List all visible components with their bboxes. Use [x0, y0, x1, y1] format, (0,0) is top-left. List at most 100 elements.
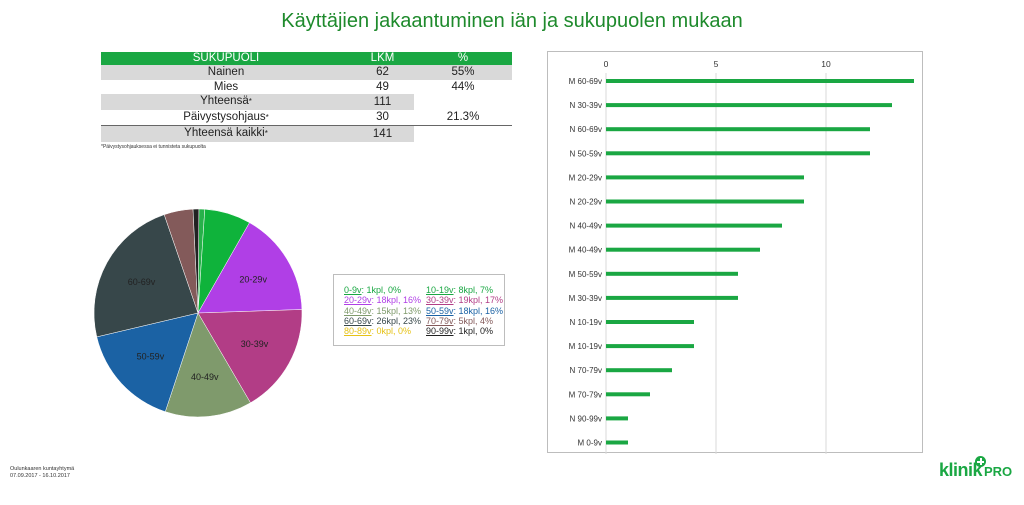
legend-item: 50-59v: 18kpl, 16% [426, 306, 506, 316]
pie-slice-90-99v [192, 208, 200, 314]
y-category-label: M 20-29v [569, 173, 602, 182]
legend-item: 80-89v: 0kpl, 0% [344, 326, 426, 336]
bar-N-10-19v [606, 320, 694, 324]
row-count: 30 [351, 109, 414, 127]
row-count: 62 [351, 65, 414, 80]
legend-range: 10-19v [426, 285, 454, 295]
legend-range: 20-29v [344, 295, 372, 306]
row-percent: 44% [451, 80, 475, 93]
legend-range: 60-69v [344, 315, 372, 326]
legend-value: : 0kpl, 0% [371, 326, 412, 337]
legend-value: : 1kpl, 0% [361, 285, 402, 295]
legend-item: 0-9v: 1kpl, 0% [344, 285, 426, 295]
y-category-label: N 70-79v [570, 366, 602, 375]
pie-slice-label: 30-39v [241, 339, 269, 349]
bar-M-60-69v [606, 79, 914, 83]
table-row: Nainen 62 55% [101, 65, 512, 80]
gender-age-bar-chart: 0 5 10 M 60-69v N 30-39v N 60-69v N 50-59v M 20… [569, 59, 914, 454]
table-row: Päivystysohjaus* 30 21.3% [101, 109, 512, 127]
row-label: Yhteensä* [101, 94, 351, 110]
y-category-label: N 60-69v [570, 125, 602, 134]
table-row: Yhteensä* 111 [101, 94, 512, 110]
legend-item: 20-29v: 18kpl, 16% [344, 295, 426, 305]
legend-item: 70-79v: 5kpl, 4% [426, 316, 506, 326]
pie-slice-60-69v [93, 214, 199, 338]
table-header-row: SUKUPUOLI LKM % [101, 52, 512, 65]
footer-info: Oulunkaaren kuntayhtymä 07.09.2017 - 16.… [10, 466, 74, 479]
row-percent [414, 94, 512, 110]
pie-slice-50-59v [96, 312, 199, 413]
pie-slice-label: 60-69v [128, 277, 156, 287]
bar-M-20-29v [606, 175, 804, 180]
row-label-text: Yhteensä [200, 95, 249, 108]
row-percent: 21.3% [414, 109, 512, 127]
row-label: Päivystysohjaus* [101, 109, 351, 127]
header-count: LKM [351, 52, 414, 65]
x-tick-label: 10 [821, 59, 831, 69]
date-range: 07.09.2017 - 16.10.2017 [10, 472, 70, 479]
asterisk: * [248, 97, 252, 107]
legend-range: 70-79v [426, 315, 454, 326]
table-row: Mies 49 44% [101, 80, 512, 95]
bar-N-50-59v [606, 151, 870, 156]
row-label: Mies [213, 80, 239, 93]
header-gender: SUKUPUOLI [101, 52, 351, 65]
y-category-label: M 0-9v [578, 439, 602, 448]
klinik-pro-logo: klinik PRO [939, 456, 1019, 484]
row-count: 111 [351, 94, 414, 110]
x-tick-label: 5 [714, 59, 719, 69]
legend-range: 80-89v [344, 326, 372, 337]
legend-item: 10-19v: 8kpl, 7% [426, 285, 506, 295]
y-category-label: M 70-79v [569, 390, 602, 399]
y-category-label: N 10-19v [570, 318, 602, 327]
legend-range: 50-59v [426, 305, 454, 316]
bar-N-30-39v [606, 103, 892, 108]
row-percent [414, 125, 512, 142]
asterisk: * [264, 129, 268, 139]
legend-item: 40-49v: 15kpl, 13% [344, 306, 426, 316]
y-category-label: N 90-99v [570, 414, 602, 423]
legend-value: : 15kpl, 13% [371, 305, 422, 316]
age-pie-chart: 20-29v 30-39v 40-49v 50-59v 60-69v [93, 208, 303, 418]
y-category-label: N 20-29v [570, 198, 602, 207]
asterisk: * [265, 112, 269, 122]
pie-slice-label: 50-59v [137, 352, 165, 362]
row-label: Nainen [101, 65, 351, 80]
row-label-text: Päivystysohjaus [183, 110, 266, 123]
legend-value: : 8kpl, 7% [453, 285, 494, 295]
logo-pro: PRO [984, 464, 1013, 479]
bar-N-60-69v [606, 127, 870, 132]
page-title: Käyttäjien jakaantuminen iän ja sukupuol… [281, 10, 743, 32]
legend-value: : 26kpl, 23% [371, 315, 422, 326]
legend-item: 90-99v: 1kpl, 0% [426, 326, 506, 336]
legend-range: 0-9v [344, 285, 362, 295]
pie-slice-30-39v [197, 309, 303, 404]
row-percent: 55% [414, 65, 512, 80]
legend-value: : 1kpl, 0% [453, 326, 494, 337]
row-label: Yhteensä kaikki* [101, 125, 351, 142]
bar-N-70-79v [606, 368, 672, 373]
legend-range: 90-99v [426, 326, 454, 337]
legend-grid: 0-9v: 1kpl, 0% 10-19v: 8kpl, 7% 20-29v: 18… [344, 285, 504, 336]
legend-range: 40-49v [344, 305, 372, 316]
bar-M-40-49v [606, 247, 760, 252]
y-category-label: N 40-49v [570, 222, 602, 231]
y-category-label: M 50-59v [569, 270, 602, 279]
legend-range: 30-39v [426, 295, 454, 306]
legend-item: 30-39v: 19kpl, 17% [426, 295, 506, 305]
legend-value: : 18kpl, 16% [453, 305, 504, 316]
bar-chart-panel: 0 5 10 M 60-69v N 30-39v N 60-69v N 50-59v M 20… [547, 51, 923, 454]
bar-N-20-29v [606, 199, 804, 204]
y-category-label: M 60-69v [569, 77, 602, 86]
legend-value: : 19kpl, 17% [453, 295, 504, 306]
y-category-label: N 30-39v [570, 101, 602, 110]
pie-slice-label: 20-29v [239, 275, 267, 285]
table-footnote: *Päivystysohjauksessa ei tunnisteta suku… [101, 144, 206, 150]
bar-N-90-99v [606, 416, 628, 421]
pie-slice-20-29v [197, 222, 303, 314]
table-row: Yhteensä kaikki* 141 [101, 125, 512, 142]
y-category-label: M 30-39v [569, 294, 602, 303]
gender-summary-table: SUKUPUOLI LKM % Nainen 62 55% Mies 49 44… [101, 52, 512, 142]
legend-item: 60-69v: 26kpl, 23% [344, 316, 426, 326]
row-count: 49 [376, 80, 389, 93]
